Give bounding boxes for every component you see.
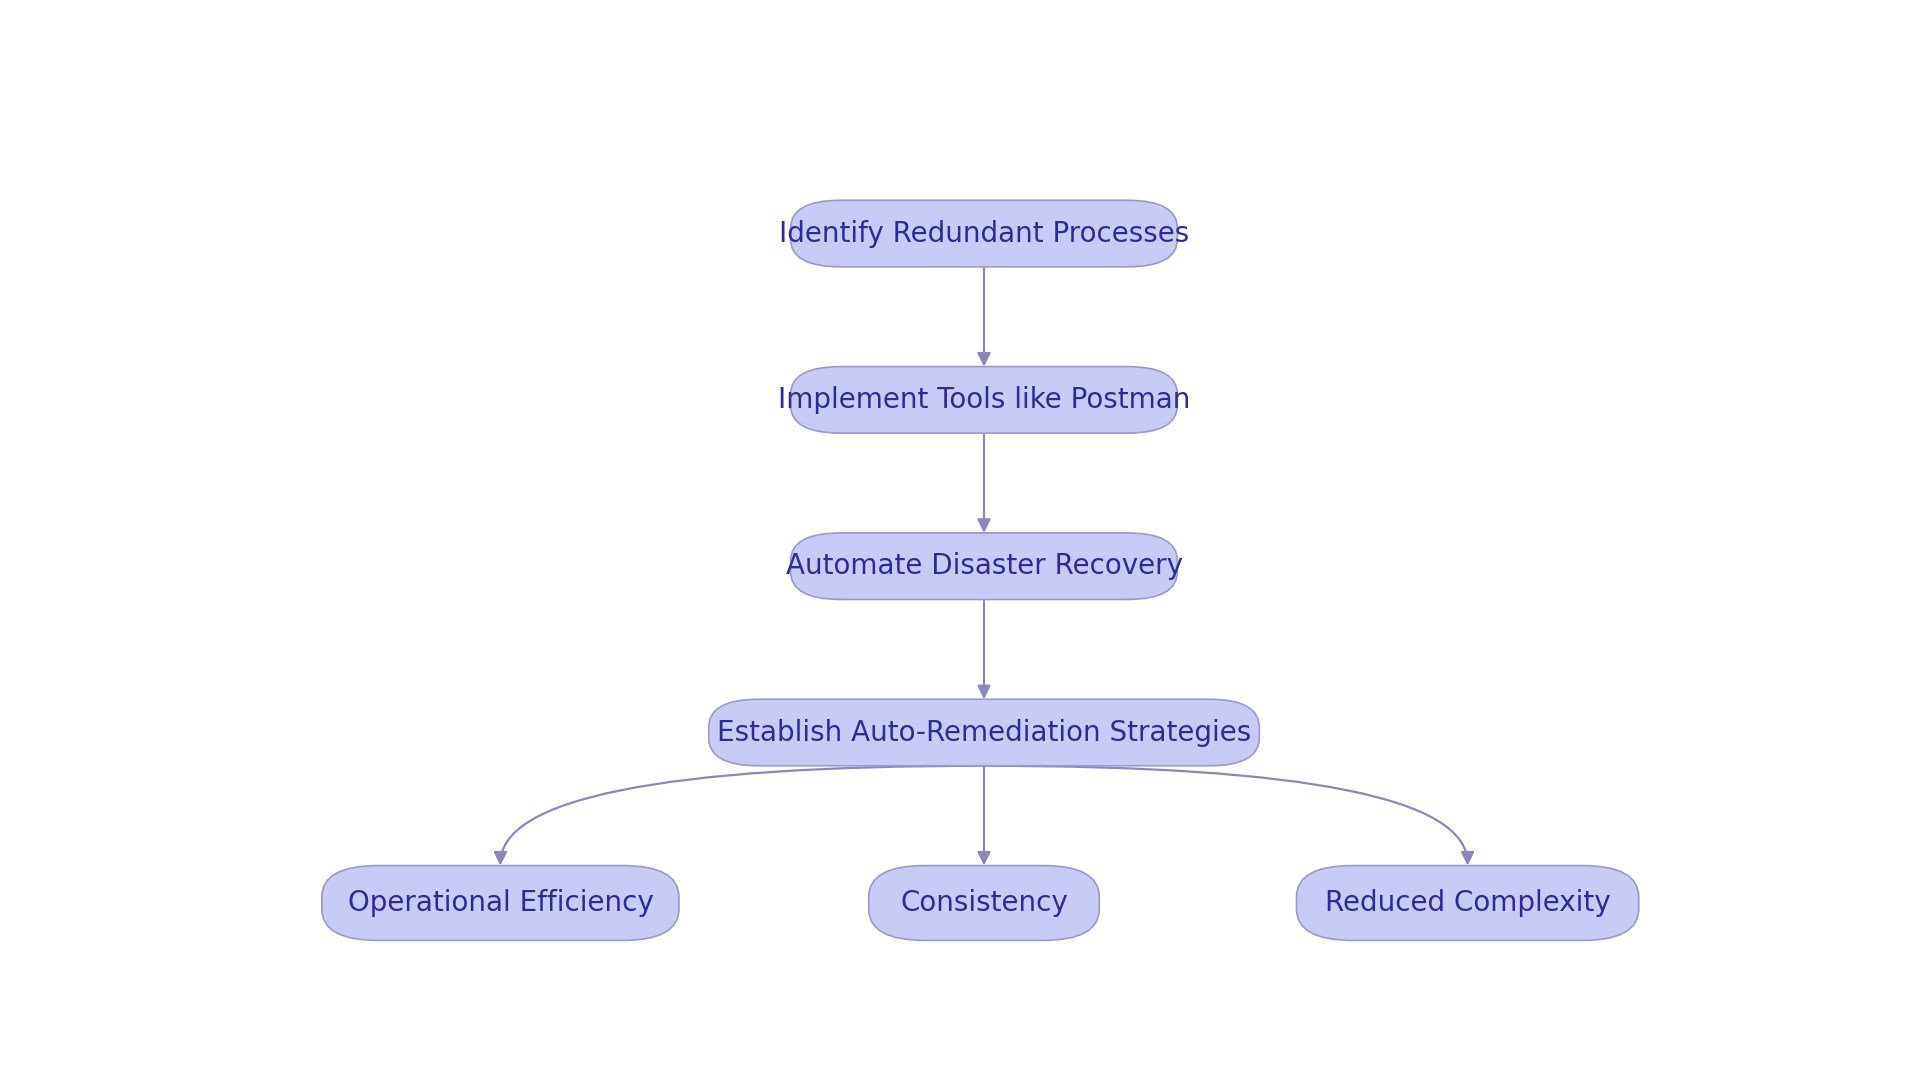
Text: Consistency: Consistency [900, 889, 1068, 917]
Text: Operational Efficiency: Operational Efficiency [348, 889, 653, 917]
Text: Establish Auto-Remediation Strategies: Establish Auto-Remediation Strategies [716, 718, 1252, 746]
FancyBboxPatch shape [791, 366, 1177, 433]
Text: Reduced Complexity: Reduced Complexity [1325, 889, 1611, 917]
FancyBboxPatch shape [1296, 865, 1640, 941]
FancyBboxPatch shape [791, 200, 1177, 267]
FancyBboxPatch shape [708, 699, 1260, 766]
Text: Identify Redundant Processes: Identify Redundant Processes [780, 219, 1188, 247]
Text: Implement Tools like Postman: Implement Tools like Postman [778, 386, 1190, 414]
FancyBboxPatch shape [791, 532, 1177, 599]
FancyBboxPatch shape [323, 865, 680, 941]
Text: Automate Disaster Recovery: Automate Disaster Recovery [785, 552, 1183, 580]
FancyBboxPatch shape [868, 865, 1100, 941]
